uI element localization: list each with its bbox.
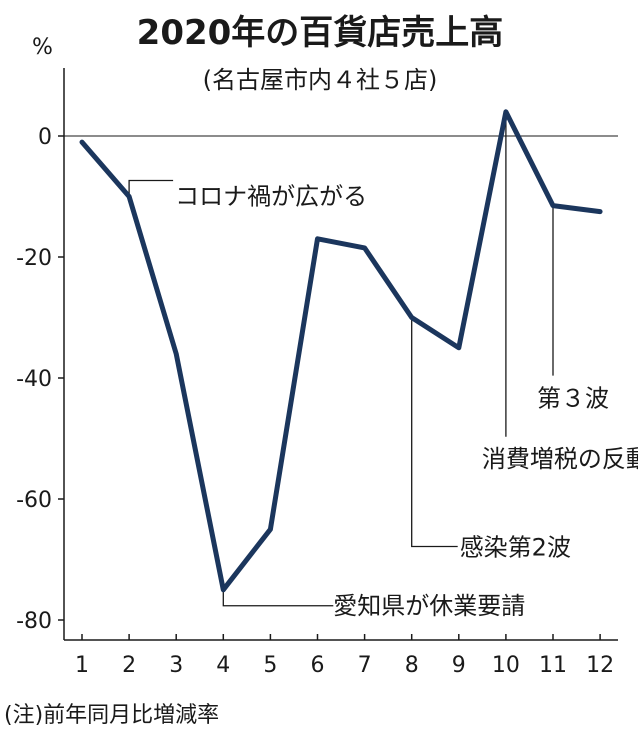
series-line xyxy=(79,109,603,593)
x-tick-label: 4 xyxy=(216,653,230,678)
x-tick-label: 1 xyxy=(75,653,89,678)
y-tick-label: -60 xyxy=(16,488,52,513)
x-tick-label: 11 xyxy=(539,653,567,678)
x-tick-label: 2 xyxy=(122,653,136,678)
annotation-leaders xyxy=(128,111,554,607)
y-axis-unit: % xyxy=(32,35,53,60)
annotation-label: 消費増税の反動 xyxy=(482,445,638,473)
y-tick-label: -80 xyxy=(16,609,52,634)
annotation-leader xyxy=(128,179,174,197)
annotation-label: 愛知県が休業要請 xyxy=(333,592,525,620)
x-tick-label: 10 xyxy=(492,653,520,678)
footnote: (注)前年同月比増減率 xyxy=(4,703,219,728)
annotation-leader xyxy=(222,589,334,607)
y-tick-label: -40 xyxy=(16,367,52,392)
y-tick-label: 0 xyxy=(38,125,52,150)
x-tick-label: 12 xyxy=(586,653,614,678)
x-tick-label: 9 xyxy=(452,653,466,678)
chart-subtitle: (名古屋市内４社５店) xyxy=(203,66,438,94)
x-tick-label: 7 xyxy=(358,653,372,678)
x-tick-label: 6 xyxy=(311,653,325,678)
annotation-leader xyxy=(411,317,458,548)
axes xyxy=(63,68,618,641)
y-tick-label: -20 xyxy=(16,246,52,271)
x-tick-label: 5 xyxy=(263,653,277,678)
y-ticks: 0 -20 -40 -60 -80 xyxy=(16,125,64,634)
x-ticks: 1 2 3 4 5 6 7 8 9 10 11 12 xyxy=(75,634,614,678)
annotation-label: 第３波 xyxy=(537,385,609,413)
annotation-label: 感染第2波 xyxy=(460,534,571,562)
annotation-label: コロナ禍が広がる xyxy=(175,183,367,211)
chart-title: 2020年の百貨店売上高 xyxy=(137,13,504,53)
x-tick-label: 8 xyxy=(405,653,419,678)
x-tick-label: 3 xyxy=(169,653,183,678)
